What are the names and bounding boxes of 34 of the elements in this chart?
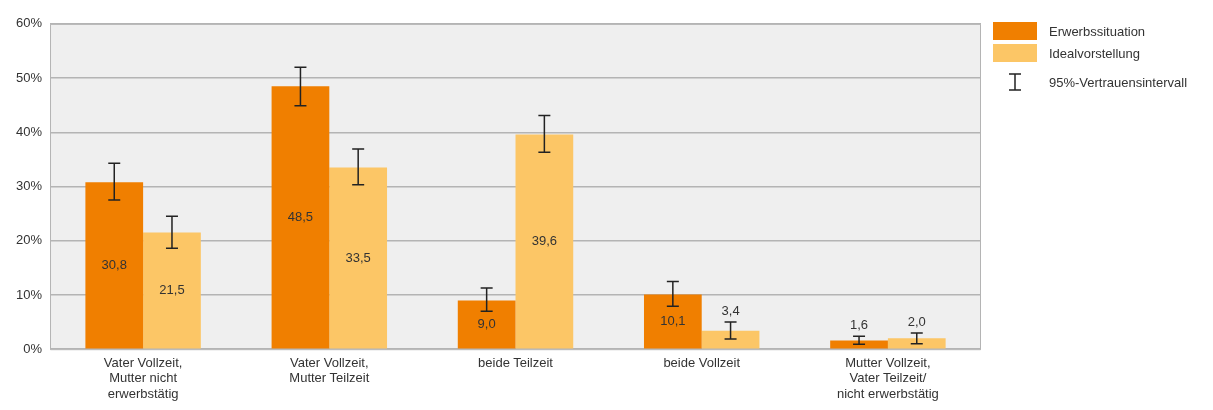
x-tick-label: Mutter Vollzeit, Vater Teilzeit/ nicht erwerbstätig [836, 354, 939, 401]
data-label: 39,6 [531, 233, 558, 249]
data-label: 9,0 [477, 316, 496, 331]
data-label: 30,8 [101, 256, 127, 272]
bar [887, 338, 946, 349]
x-tick-label: beide Vollzeit [663, 354, 741, 370]
data-label: 1,6 [850, 317, 869, 333]
y-tick-label: 10% [15, 286, 43, 302]
y-tick-label: 40% [15, 123, 43, 139]
bar [329, 167, 388, 349]
data-label: 3,4 [721, 303, 740, 319]
bar [143, 232, 201, 349]
y-tick-label: 50% [15, 69, 43, 85]
bar [701, 330, 760, 349]
x-tick-label: beide Teilzeit [478, 354, 554, 370]
data-label: 33,5 [345, 249, 371, 265]
y-tick-label: 20% [15, 232, 43, 248]
legend-label: Erwerbssituation [1049, 23, 1146, 39]
y-tick-label: 30% [15, 178, 43, 194]
text: 95%-Vertrauensintervall [1049, 74, 1188, 90]
bar [515, 134, 574, 349]
bar [85, 182, 144, 349]
data-label: 21,5 [159, 282, 185, 298]
y-tick-label: 60% [15, 15, 43, 31]
x-tick-label: Vater Vollzeit, Mutter Teilzeit [289, 354, 370, 386]
data-label: 2,0 [907, 314, 926, 330]
y-tick-label: 0% [23, 340, 43, 356]
data-label: 10,1 [660, 313, 686, 329]
bar [643, 294, 702, 349]
data-label: 48,5 [287, 208, 314, 224]
legend-label: Idealvorstellung [1049, 45, 1141, 61]
bar [457, 300, 516, 349]
x-tick-label: Vater Vollzeit, Mutter nicht erwerbstätig [103, 354, 183, 401]
bar [271, 86, 330, 349]
